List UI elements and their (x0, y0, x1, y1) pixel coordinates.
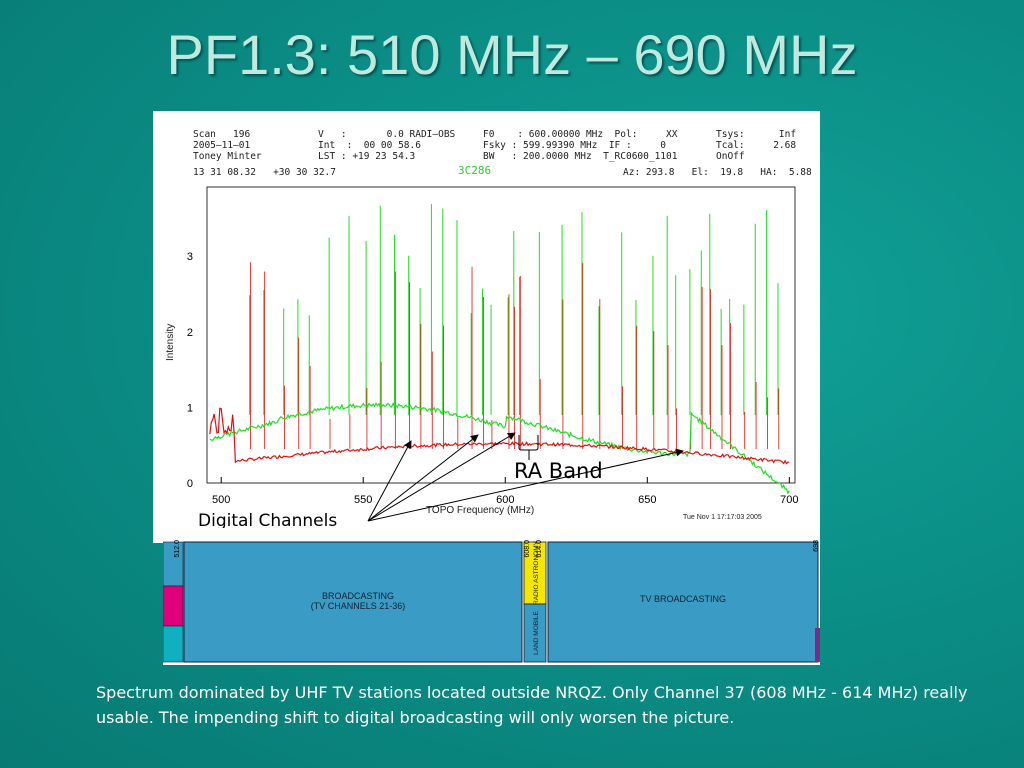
digital-channels-label: Digital Channels (198, 511, 338, 531)
arrow-digital-4 (367, 448, 684, 522)
broadcasting-channels-label: (TV CHANNELS 21-36) (311, 601, 406, 611)
header-scan: Scan 196 (193, 129, 251, 140)
x-tick-label: 500 (212, 494, 230, 506)
y-axis-label: Intensity (165, 323, 176, 361)
green-trace (209, 401, 790, 495)
header-bw: BW : 200.0000 MHz T_RC0600_1101 (483, 151, 678, 162)
x-axis-label: TOPO Frequency (MHz) (426, 505, 535, 516)
slide-title: PF1.3: 510 MHz – 690 MHz (166, 23, 858, 86)
ra-band-bracket (518, 435, 539, 460)
header-f0: F0 : 600.00000 MHz Pol: XX (483, 129, 678, 140)
header-azel: Az: 293.8 El: 19.8 HA: 5.88 (623, 167, 812, 178)
slide-caption: Spectrum dominated by UHF TV stations lo… (96, 683, 968, 727)
freq-label-698: 698 (813, 540, 820, 552)
header-tsys: Tsys: Inf (716, 129, 797, 140)
header-coords: 13 31 08.32 +30 30 32.7 (193, 167, 336, 178)
traces (209, 204, 790, 495)
x-tick-label: 550 (354, 494, 372, 506)
plot-timestamp: Tue Nov 1 17:17:03 2005 (683, 514, 762, 521)
x-tick-label: 600 (496, 494, 514, 506)
header-source: 3C286 (458, 164, 492, 177)
ticks: 500 550 600 650 700 0 1 2 3 (187, 251, 799, 506)
freq-label-608: 608.0 (524, 540, 531, 558)
y-tick-label: 3 (187, 251, 193, 263)
land-mobile-label: LAND MOBILE (533, 610, 540, 654)
header-date: 2005–11–01 (193, 140, 251, 151)
header-v: V : 0.0 RADI–OBS (318, 129, 456, 140)
y-tick-label: 0 (187, 478, 193, 490)
header-lst: LST : +19 23 54.3 (318, 151, 416, 162)
y-tick-label: 2 (187, 327, 193, 339)
alloc-broadcasting (183, 541, 523, 663)
spectrum-plot-panel: Scan 196 2005–11–01 Toney Minter 13 31 0… (153, 111, 820, 543)
header-fsky: Fsky : 599.99390 MHz IF : 0 (483, 140, 667, 151)
allocation-chart: 512.0 608.0 614.0 698 BROADCASTING (TV C… (162, 528, 820, 665)
header-observer: Toney Minter (193, 151, 262, 162)
plot-frame (206, 186, 796, 484)
header-tcal: Tcal: 2.68 (716, 140, 797, 151)
alloc-block-left-magenta (162, 585, 184, 627)
arrow-digital-1 (367, 440, 412, 522)
red-trace (209, 407, 790, 465)
arrow-digital-2 (367, 434, 479, 522)
tv-broadcasting-label: TV BROADCASTING (640, 594, 726, 604)
radio-astronomy-label: RADIO ASTRONOMY (533, 540, 540, 605)
header-onoff: OnOff (716, 151, 745, 162)
allocation-svg: 512.0 608.0 614.0 698 BROADCASTING (TV C… (162, 540, 820, 663)
spectrum-svg: 500 550 600 650 700 0 1 2 3 (187, 186, 799, 522)
arrow-digital-3 (367, 432, 516, 522)
header-int: Int : 00 00 58.6 (318, 140, 421, 151)
alloc-right-edge (815, 628, 820, 662)
x-tick-label: 700 (780, 494, 798, 506)
alloc-tv-broadcasting (547, 541, 819, 663)
y-tick-label: 1 (187, 402, 193, 414)
broadcasting-label: BROADCASTING (322, 591, 394, 601)
alloc-block-left-cyan (162, 625, 184, 663)
ra-band-label: RA Band (514, 459, 603, 483)
x-tick-label: 650 (638, 494, 656, 506)
freq-label-512: 512.0 (174, 540, 181, 558)
alloc-land-mobile (523, 603, 547, 663)
freq-label-614: 614.0 (536, 540, 543, 558)
